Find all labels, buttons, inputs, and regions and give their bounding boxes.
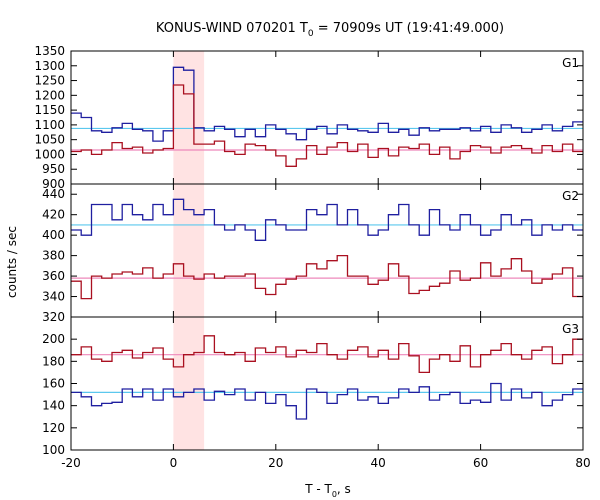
y-tick-label: 360 xyxy=(42,269,65,283)
y-tick-label: 420 xyxy=(42,208,65,222)
y-tick-label: 380 xyxy=(42,249,65,263)
y-tick-label: 100 xyxy=(42,443,65,457)
panel-g3: 100 120 140 160 180 200 G3 xyxy=(42,316,584,457)
y-tick-label: 120 xyxy=(42,421,65,435)
trigger-interval-highlight xyxy=(173,51,205,450)
y-tick-label: 1050 xyxy=(34,133,65,147)
y-tick-label: 180 xyxy=(42,354,65,368)
y-tick-label: 1200 xyxy=(34,88,65,102)
count-rate-series-g2-1 xyxy=(71,198,583,241)
y-tick-label: 1350 xyxy=(34,44,65,58)
panel-label-g1: G1 xyxy=(562,56,579,70)
x-tick-label: 40 xyxy=(371,456,386,470)
y-tick-label: 340 xyxy=(42,290,65,304)
y-tick-label: 1300 xyxy=(34,59,65,73)
y-tick-label: 140 xyxy=(42,399,65,413)
x-tick-label: -20 xyxy=(61,456,81,470)
chart-title: KONUS-WIND 070201 T0 = 70909s UT (19:41:… xyxy=(156,21,504,39)
y-tick-label: 1150 xyxy=(34,103,65,117)
count-rate-series-g3-2 xyxy=(71,335,583,374)
y-tick-label: 440 xyxy=(42,187,65,201)
count-rate-series-g2-2 xyxy=(71,254,583,300)
x-tick-label: 60 xyxy=(473,456,488,470)
x-tick-label: 20 xyxy=(268,456,283,470)
y-tick-label: 1000 xyxy=(34,147,65,161)
x-axis-label: T - T0, s xyxy=(304,482,351,499)
panel-label-g2: G2 xyxy=(562,189,579,203)
y-tick-label: 1100 xyxy=(34,118,65,132)
x-tick-label: 0 xyxy=(170,456,178,470)
y-tick-label: 160 xyxy=(42,377,65,391)
y-tick-label: 900 xyxy=(42,177,65,191)
x-tick-label: 80 xyxy=(575,456,590,470)
y-tick-label: 200 xyxy=(42,332,65,346)
count-rate-series-g1-1 xyxy=(71,66,583,142)
y-tick-label: 1250 xyxy=(34,74,65,88)
y-tick-label: 400 xyxy=(42,228,65,242)
y-axis-label: counts / sec xyxy=(5,226,19,298)
y-tick-label: 320 xyxy=(42,310,65,324)
panel-label-g3: G3 xyxy=(562,322,579,336)
count-rate-series-g3-1 xyxy=(71,382,583,420)
y-tick-label: 950 xyxy=(42,162,65,176)
count-rate-series-g1-2 xyxy=(71,84,583,167)
